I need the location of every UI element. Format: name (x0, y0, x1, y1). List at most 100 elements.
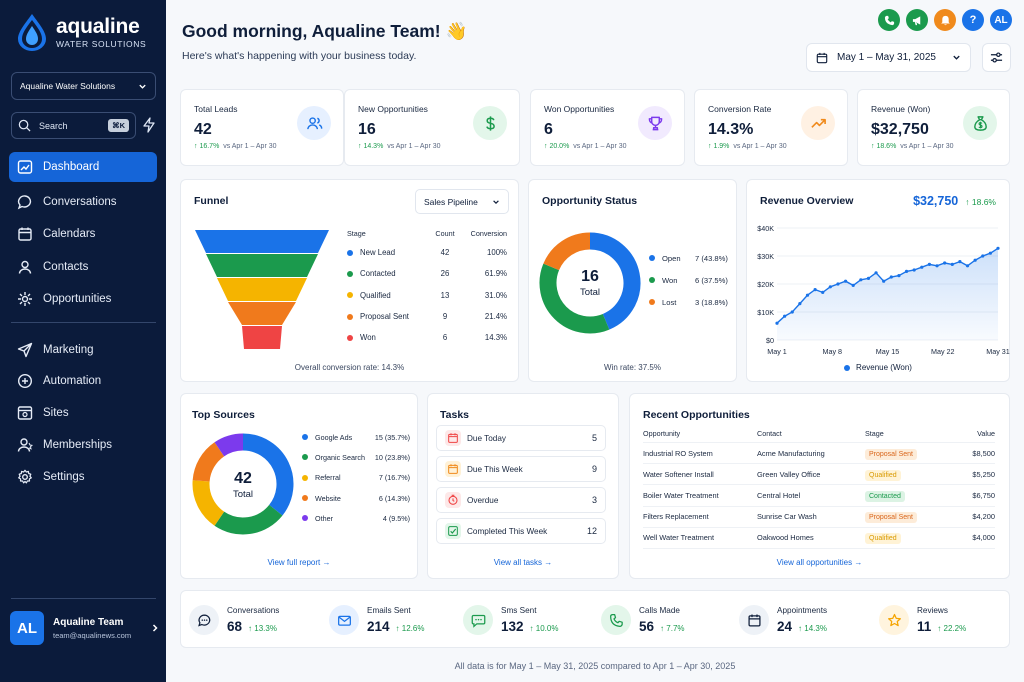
pipeline-select[interactable]: Sales Pipeline (415, 189, 509, 214)
donut-total: 42 (234, 470, 252, 487)
membership-icon (17, 438, 33, 452)
stage-badge: Qualified (865, 533, 901, 545)
sidebar-item-memberships[interactable]: Memberships (9, 430, 157, 460)
kpi-card[interactable]: Conversion Rate 14.3% ↑ 1.9% vs Apr 1 – … (694, 89, 848, 166)
phone-icon[interactable] (878, 9, 900, 31)
legend-dot (844, 364, 851, 371)
stage-badge: Proposal Sent (865, 512, 917, 524)
data-point (973, 258, 977, 262)
task-item[interactable]: Completed This Week 12 (436, 518, 606, 544)
kpi-card[interactable]: Revenue (Won) $32,750 ↑ 18.6% vs Apr 1 –… (857, 89, 1010, 166)
filter-button[interactable] (982, 43, 1011, 72)
funnel-row: New Lead 42 100% (347, 242, 507, 263)
kpi-card[interactable]: New Opportunities 16 ↑ 14.3% vs Apr 1 – … (344, 89, 520, 166)
y-tick-label: $10K (757, 308, 774, 317)
phone-icon (609, 613, 623, 627)
table-row[interactable]: Boiler Water Treatment Central Hotel Con… (643, 485, 995, 507)
column-header: Stage (865, 429, 884, 438)
task-item[interactable]: Overdue 3 (436, 487, 606, 513)
search-label: Search (39, 120, 68, 131)
task-count: 5 (591, 433, 597, 443)
x-tick-label: May 22 (931, 347, 955, 356)
sidebar-item-dashboard[interactable]: Dashboard (9, 152, 157, 182)
view-all-tasks-link[interactable]: View all tasks → (493, 558, 553, 567)
funnel-stage: Contacted (360, 269, 396, 279)
task-item[interactable]: Due This Week 9 (436, 456, 606, 482)
stat-icon (189, 605, 219, 635)
data-point (897, 274, 901, 278)
sidebar-item-calendars[interactable]: Calendars (9, 219, 157, 249)
date-range-value: May 1 – May 31, 2025 (837, 52, 936, 63)
legend-item: Website 6 (14.3%) (302, 488, 410, 508)
avatar[interactable]: AL (990, 9, 1012, 31)
help-icon[interactable]: ? (962, 9, 984, 31)
kpi-card[interactable]: Won Opportunities 6 ↑ 20.0% vs Apr 1 – A… (530, 89, 685, 166)
tasks-card: Tasks Due Today 5 Due This Week 9 Overdu… (427, 393, 619, 579)
funnel-conversion: 14.3% (484, 333, 507, 343)
avatar: AL (10, 611, 44, 645)
column-header: Contact (757, 429, 782, 438)
stage-badge: Qualified (865, 469, 901, 481)
kpi-change-value: 14.3% (363, 143, 384, 150)
kpi-label: Total Leads (194, 104, 238, 114)
search-input[interactable]: Search ⌘K (11, 112, 136, 139)
page-title: Good morning, Aqualine Team! 👋 (182, 21, 468, 41)
table-row[interactable]: Filters Replacement Sunrise Car Wash Pro… (643, 507, 995, 528)
clock-icon (448, 494, 458, 505)
donut-slice (192, 442, 225, 483)
card-title: Recent Opportunities (643, 409, 750, 421)
megaphone-icon[interactable] (906, 9, 928, 31)
kpi-change: ↑ 16.7% vs Apr 1 – Apr 30 (194, 143, 277, 150)
donut-center: 16 Total (538, 268, 642, 298)
sidebar-item-marketing[interactable]: Marketing (9, 335, 157, 365)
date-range-picker[interactable]: May 1 – May 31, 2025 (806, 43, 971, 72)
kpi-card[interactable]: Total Leads 42 ↑ 16.7% vs Apr 1 – Apr 30 (180, 89, 344, 166)
user-profile[interactable]: AL Aqualine Team team@aqualinews.com (10, 610, 160, 646)
task-count: 3 (591, 495, 597, 505)
legend-label: Revenue (Won) (856, 363, 912, 372)
stat-icon (879, 605, 909, 635)
task-item[interactable]: Due Today 5 (436, 425, 606, 451)
donut-slice (214, 433, 244, 457)
data-point (866, 276, 871, 280)
table-row[interactable]: Well Water Treatment Oakwood Homes Quali… (643, 528, 995, 549)
view-all-opportunities-link[interactable]: View all opportunities → (776, 558, 863, 567)
stat-label: Emails Sent (367, 606, 411, 615)
sidebar-item-contacts[interactable]: Contacts (9, 252, 157, 282)
opportunity-name: Water Softener Install (643, 469, 714, 479)
column-header: Count (435, 228, 455, 238)
donut-center: 42 Total (192, 470, 294, 500)
funnel-card: Funnel Sales Pipeline Stage Count Conver… (180, 179, 519, 382)
view-full-report-link[interactable]: View full report → (267, 558, 331, 567)
revenue-chart: $0 $10K $20K $30K $40K May 1 May 8 May 15 May 22… (757, 224, 1010, 356)
kpi-change-value: 20.0% (549, 143, 570, 150)
stat-change-value: 22.2% (943, 624, 967, 633)
opportunities-icon (18, 292, 32, 306)
bell-icon[interactable] (934, 9, 956, 31)
calendar-icon (18, 227, 32, 241)
revenue-change-value: 18.6% (971, 197, 996, 207)
funnel-chart (195, 230, 329, 349)
sidebar-item-label: Sites (43, 407, 69, 419)
opportunity-name: Filters Replacement (643, 512, 709, 522)
kpi-compare: vs Apr 1 – Apr 30 (733, 143, 787, 150)
organization-select[interactable]: Aqualine Water Solutions (11, 72, 156, 100)
sidebar-item-conversations[interactable]: Conversations (9, 187, 157, 217)
x-tick-label: May 1 (767, 347, 787, 356)
data-point (920, 265, 924, 269)
sidebar-item-sites[interactable]: Sites (9, 398, 157, 428)
sidebar-item-settings[interactable]: Settings (9, 462, 157, 492)
kpi-change: ↑ 1.9% vs Apr 1 – Apr 30 (708, 143, 787, 150)
sites-icon (17, 406, 33, 420)
lightning-icon[interactable] (142, 117, 156, 133)
legend-item: Other 4 (9.5%) (302, 508, 410, 528)
sidebar-item-opportunities[interactable]: Opportunities (9, 284, 157, 314)
brand-logo[interactable]: aqualine WATER SOLUTIONS (14, 12, 146, 52)
revenue-change: ↑ 18.6% (965, 197, 996, 207)
y-tick-label: $30K (757, 252, 774, 261)
data-point (836, 282, 840, 286)
stat-change-value: 14.3% (804, 624, 827, 633)
table-row[interactable]: Industrial RO System Acme Manufacturing … (643, 443, 995, 465)
table-row[interactable]: Water Softener Install Green Valley Offi… (643, 464, 995, 486)
sidebar-item-automation[interactable]: Automation (9, 366, 157, 396)
